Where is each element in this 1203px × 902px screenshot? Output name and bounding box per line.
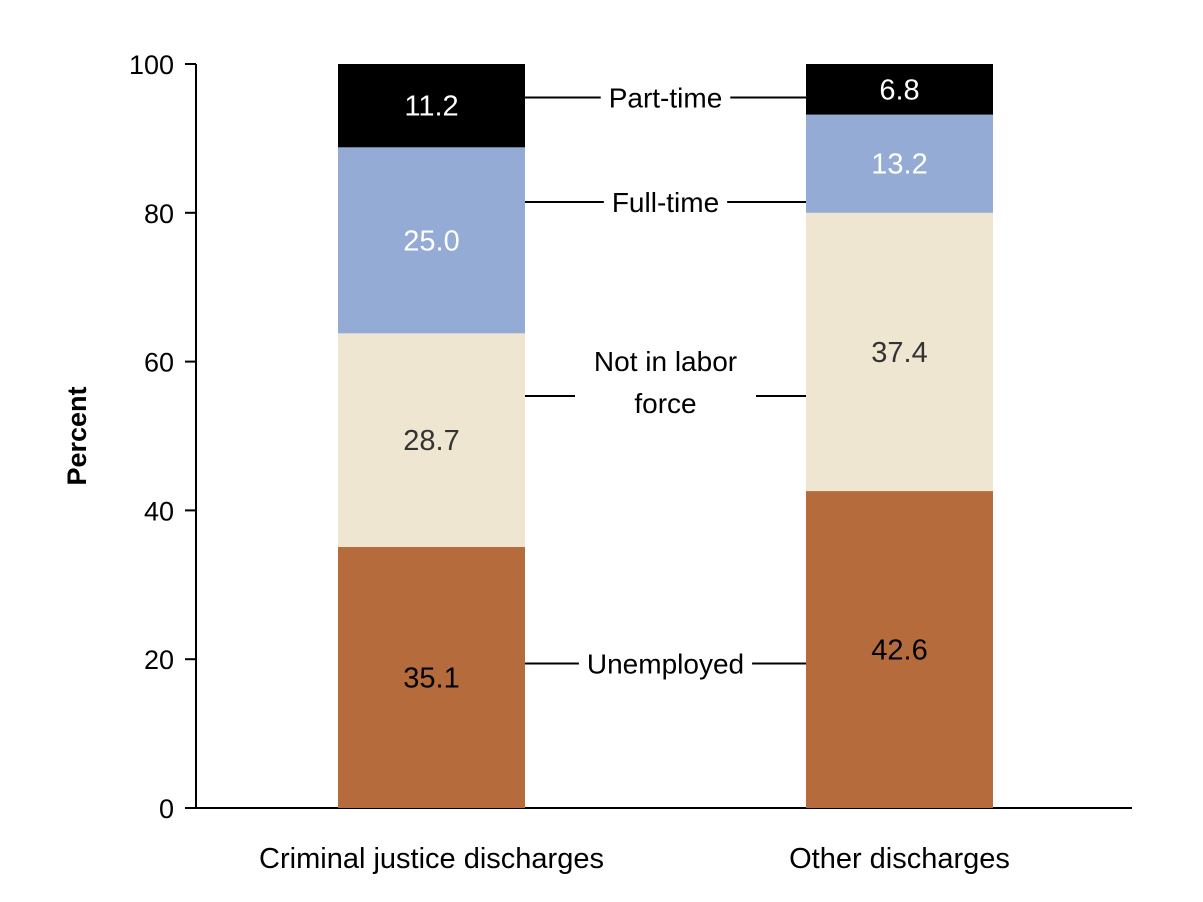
bar-segment — [338, 546, 525, 808]
y-tick-label: 0 — [159, 794, 174, 824]
y-tick-label: 100 — [129, 50, 174, 80]
legend-label: Not in labor — [594, 346, 737, 377]
bar-segment — [338, 333, 525, 547]
bar-segment — [338, 147, 525, 334]
bar-value-label: 11.2 — [404, 91, 458, 123]
bar-segment — [806, 491, 993, 808]
y-tick-label: 40 — [144, 496, 174, 526]
legend-label: force — [634, 388, 696, 419]
legend-label: Full-time — [612, 187, 719, 218]
legend-label: Part-time — [609, 82, 723, 113]
bar-segment — [806, 64, 993, 115]
bar-value-label: 28.7 — [403, 425, 459, 457]
bar-value-label: 37.4 — [871, 337, 927, 369]
legend-label: Unemployed — [587, 648, 744, 679]
bar-segment — [806, 212, 993, 492]
plot-area: 0 20 40 60 80 100 Percent 35.1 28.7 25.0 11.2 Crimi… — [62, 50, 1132, 875]
bar-value-label: 35.1 — [403, 662, 459, 694]
x-category-label: Other discharges — [789, 843, 1010, 875]
bar-value-label: 42.6 — [871, 635, 927, 667]
bar-segment — [806, 114, 993, 213]
y-tick-label: 20 — [144, 645, 174, 675]
bar-value-label: 25.0 — [403, 225, 459, 257]
y-tick-label: 80 — [144, 199, 174, 229]
y-tick-label: 60 — [144, 348, 174, 378]
bar-segment — [338, 64, 525, 148]
bar-value-label: 6.8 — [879, 74, 919, 106]
x-category-label: Criminal justice discharges — [259, 843, 604, 875]
y-axis-title: Percent — [62, 386, 92, 485]
bar-value-label: 13.2 — [871, 149, 927, 181]
